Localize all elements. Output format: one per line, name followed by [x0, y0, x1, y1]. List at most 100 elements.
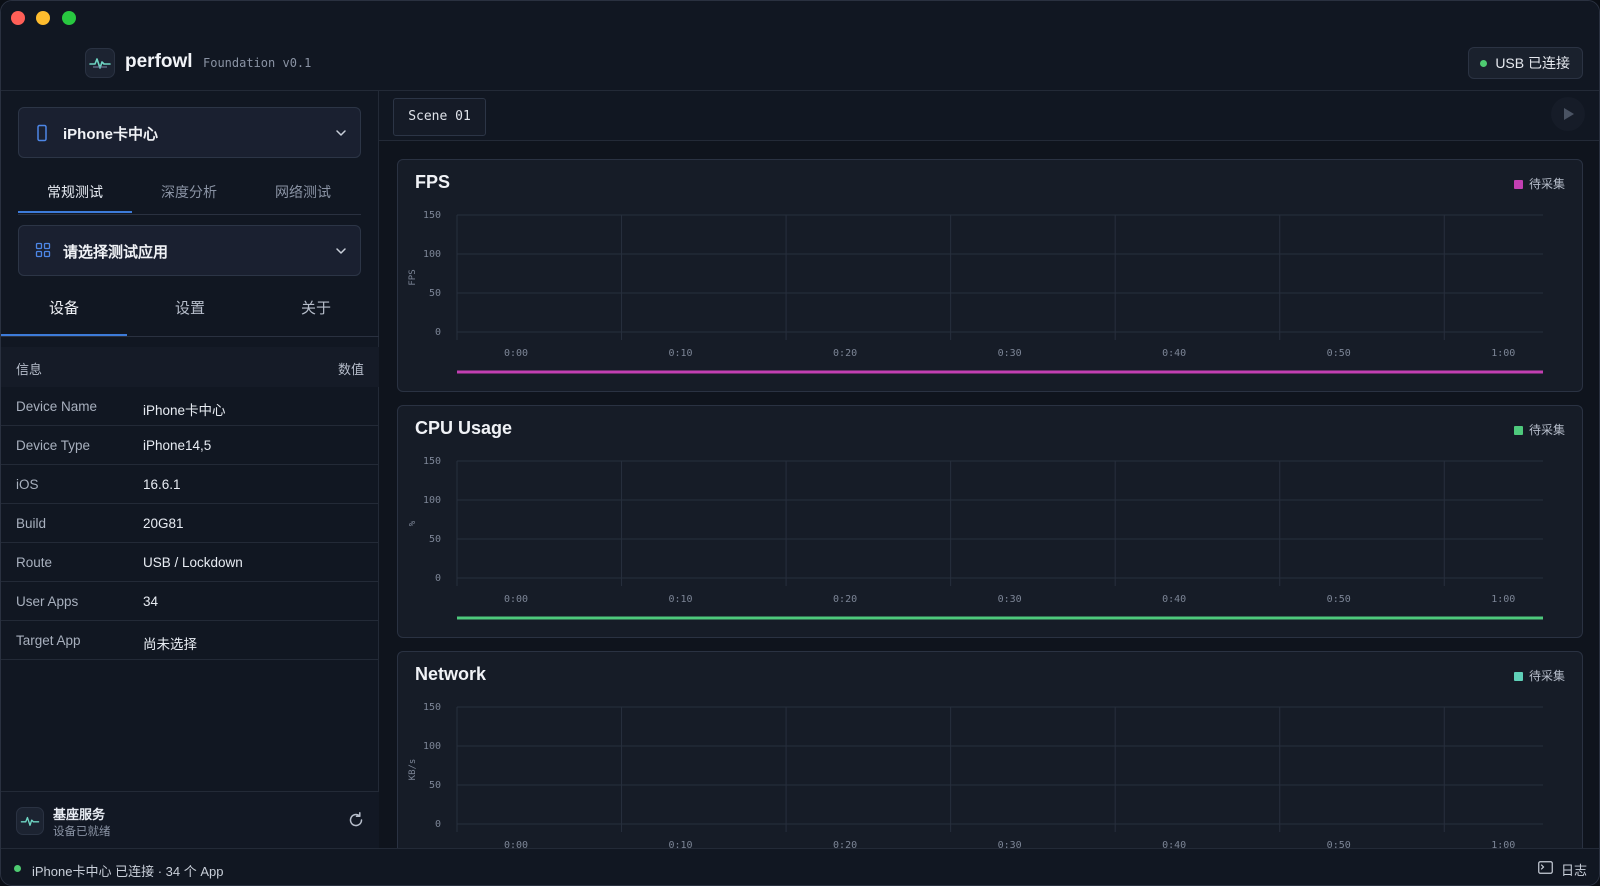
x-tick-label: 0:20	[833, 348, 857, 359]
log-button[interactable]: 日志	[1560, 863, 1587, 878]
tab-device[interactable]: 设备	[1, 296, 127, 336]
usb-connection-label: USB 已连接	[1495, 55, 1570, 71]
legend-label: 待采集	[1528, 177, 1565, 191]
main-panel: Scene 01 FPS 待采集 150 100 50 0 0:00 0:10 0:20 0:…	[379, 91, 1599, 871]
cpu-chart: 150 100 50 0 0:00 0:10 0:20 0:30 0:40 0:50 1:00%	[408, 456, 1543, 620]
terminal-icon[interactable]	[1538, 861, 1553, 877]
app-select-placeholder: 请选择测试应用	[63, 244, 169, 261]
info-value: iPhone卡中心	[143, 403, 226, 418]
x-tick-label: 0:30	[998, 840, 1022, 851]
test-mode-tabs: 常规测试 深度分析 网络测试	[18, 181, 361, 305]
y-tick-label: 150	[423, 702, 441, 713]
legend-swatch	[1513, 426, 1523, 435]
table-row: Device Name iPhone卡中心	[1, 387, 379, 426]
tab-regular-test[interactable]: 常规测试	[18, 181, 132, 213]
table-row: User Apps 34	[1, 582, 379, 621]
info-value: 16.6.1	[143, 477, 181, 492]
tab-network-test[interactable]: 网络测试	[275, 184, 331, 200]
connected-status-dot-icon	[1480, 60, 1488, 67]
info-value: 20G81	[143, 516, 184, 531]
close-window-button[interactable]	[11, 11, 25, 25]
device-select[interactable]: iPhone卡中心	[18, 107, 361, 158]
connected-status-dot-icon	[14, 865, 21, 872]
fps-chart-card: FPS 待采集 150 100 50 0 0:00 0:10 0:20 0:30 0:40 0:5…	[397, 159, 1583, 392]
info-key: Route	[16, 555, 53, 570]
tab-about[interactable]: 关于	[300, 300, 331, 317]
info-key: Target App	[16, 633, 81, 648]
x-tick-label: 0:30	[998, 348, 1022, 359]
x-tick-label: 0:00	[504, 840, 528, 851]
app-name: perfowl	[125, 51, 193, 72]
fps-chart: 150 100 50 0 0:00 0:10 0:20 0:30 0:40 0:50 1:00 FPS	[408, 210, 1543, 374]
scene-tab[interactable]: Scene 01	[393, 98, 486, 136]
info-key: User Apps	[16, 594, 79, 609]
sidebar: iPhone卡中心 常规测试 深度分析 网络测试 请选择测试应用 设备 设置 关…	[1, 91, 379, 848]
x-tick-label: 0:50	[1327, 594, 1351, 605]
x-tick-label: 0:10	[668, 840, 692, 851]
x-tick-label: 0:40	[1162, 348, 1186, 359]
info-value: USB / Lockdown	[143, 555, 243, 570]
info-key: Device Type	[16, 438, 91, 453]
chart-legend: 待采集	[1513, 421, 1565, 438]
cpu-chart-card: CPU Usage 待采集 150 100 50 0 0:00 0:10 0:20 0:30 0…	[397, 405, 1583, 638]
x-tick-label: 0:50	[1327, 840, 1351, 851]
y-tick-label: 100	[423, 495, 441, 506]
chart-legend: 待采集	[1513, 667, 1565, 684]
y-tick-label: 100	[423, 249, 441, 260]
legend-label: 待采集	[1528, 669, 1565, 683]
minimize-window-button[interactable]	[36, 11, 50, 25]
info-value: 34	[143, 594, 159, 609]
y-tick-label: 0	[435, 819, 441, 830]
info-tabs: 设备 设置 关于	[1, 296, 379, 336]
divider	[18, 214, 361, 215]
grid-apps-icon	[35, 242, 51, 263]
y-tick-label: 150	[423, 210, 441, 221]
x-tick-label: 0:10	[668, 348, 692, 359]
service-panel: 基座服务 设备已就绪	[1, 791, 379, 848]
x-tick-label: 0:50	[1327, 348, 1351, 359]
info-table-header: 信息 数值	[1, 347, 379, 387]
refresh-icon[interactable]	[347, 811, 365, 834]
x-tick-label: 1:00	[1491, 348, 1515, 359]
y-tick-label: 50	[429, 780, 441, 791]
title-bar: perfowl Foundation v0.1 USB 已连接	[1, 1, 1599, 91]
app-logo-icon	[85, 48, 115, 78]
service-title: 基座服务	[53, 807, 106, 822]
scene-bar: Scene 01	[379, 91, 1599, 141]
x-tick-label: 0:30	[998, 594, 1022, 605]
divider	[1, 336, 379, 337]
chart-title: FPS	[415, 172, 451, 192]
x-tick-label: 0:40	[1162, 594, 1186, 605]
info-value: 尚未选择	[143, 637, 197, 652]
y-tick-label: 100	[423, 741, 441, 752]
info-header-key: 信息	[16, 362, 43, 377]
info-key: iOS	[16, 477, 39, 492]
service-status: 设备已就绪	[53, 826, 111, 838]
status-bar: iPhone卡中心 已连接 · 34 个 App 日志	[1, 848, 1599, 885]
zoom-window-button[interactable]	[62, 11, 76, 25]
x-tick-label: 1:00	[1491, 594, 1515, 605]
y-tick-label: 150	[423, 456, 441, 467]
tab-settings[interactable]: 设置	[174, 300, 205, 317]
y-axis-label: %	[408, 520, 418, 526]
x-tick-label: 0:00	[504, 594, 528, 605]
y-axis-label: FPS	[408, 269, 418, 285]
tab-deep-analysis[interactable]: 深度分析	[161, 184, 217, 200]
info-key: Build	[16, 516, 47, 531]
y-tick-label: 50	[429, 534, 441, 545]
app-select[interactable]: 请选择测试应用	[18, 225, 361, 276]
x-tick-label: 0:40	[1162, 840, 1186, 851]
y-axis-label: KB/s	[408, 759, 418, 781]
chart-title: CPU Usage	[415, 418, 513, 438]
play-button[interactable]	[1551, 97, 1585, 131]
y-tick-label: 0	[435, 327, 441, 338]
info-header-value: 数值	[337, 362, 364, 377]
table-row: Device Type iPhone14,5	[1, 426, 379, 465]
legend-label: 待采集	[1528, 423, 1565, 437]
table-row: Target App 尚未选择	[1, 621, 379, 660]
chevron-down-icon	[334, 244, 348, 263]
legend-swatch	[1513, 672, 1523, 681]
table-row: Route USB / Lockdown	[1, 543, 379, 582]
x-tick-label: 0:20	[833, 840, 857, 851]
